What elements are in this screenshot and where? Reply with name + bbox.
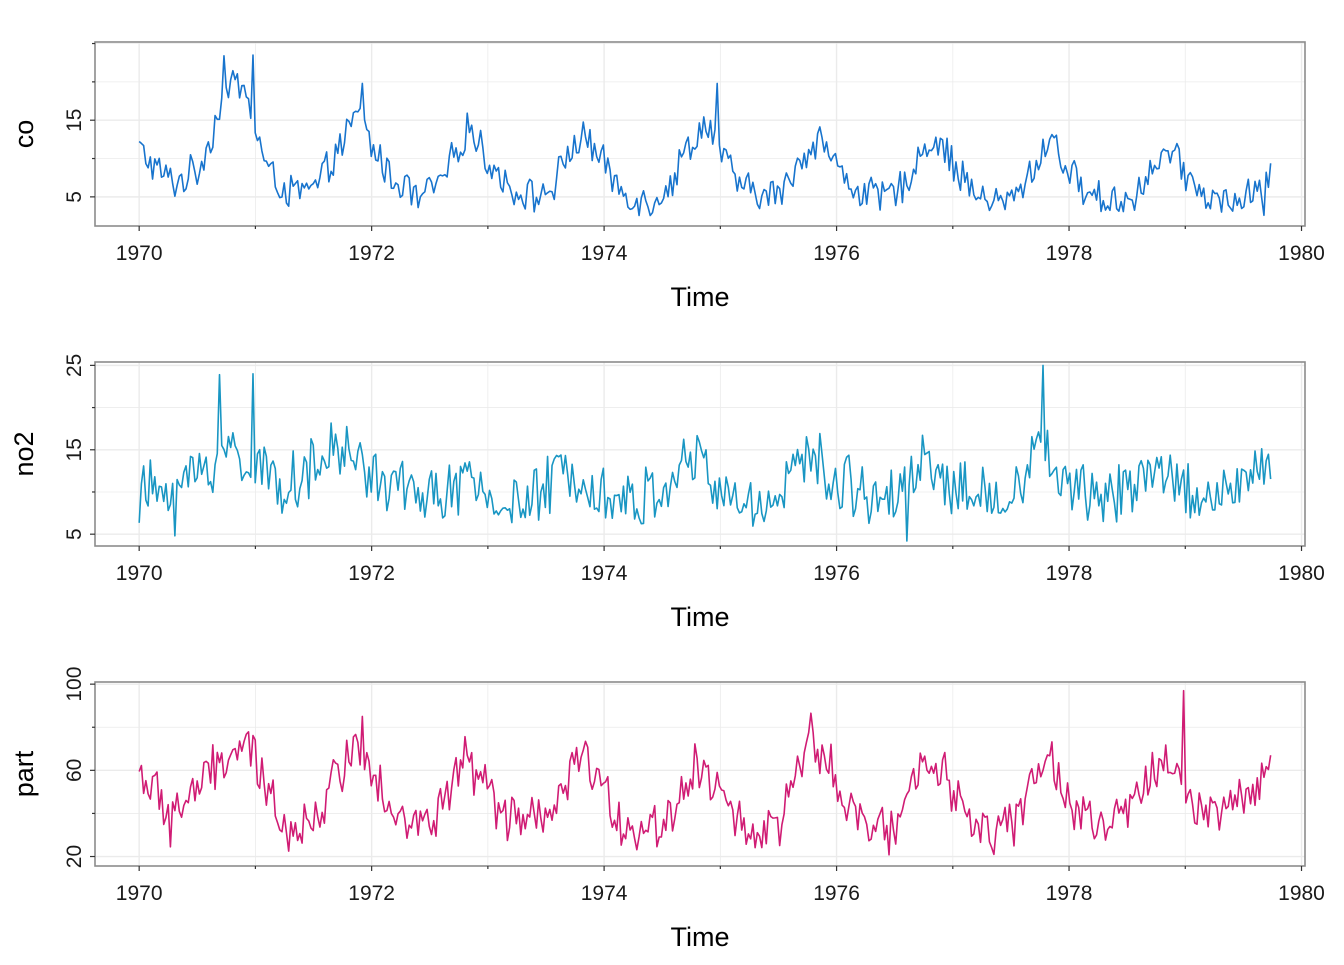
x-tick-label: 1976	[813, 562, 860, 585]
x-tick-label: 1970	[116, 242, 163, 265]
y-tick-label: 25	[63, 354, 86, 377]
y-tick-label: 100	[63, 667, 86, 702]
x-tick-label: 1978	[1046, 242, 1093, 265]
x-tick-label: 1974	[581, 242, 628, 265]
series-line-no2	[138, 364, 1272, 542]
y-tick-label: 5	[63, 191, 86, 203]
plot-background	[95, 42, 1305, 226]
panel-border	[94, 681, 1306, 867]
y-axis-title: co	[9, 120, 39, 149]
x-tick-label: 1976	[813, 882, 860, 905]
x-tick-label: 1970	[116, 562, 163, 585]
plot-background	[95, 682, 1305, 866]
y-tick-label: 15	[63, 109, 86, 132]
panel-co: 1970 1972 1974 1976 1978 1980 5 15 Time co	[9, 41, 1325, 312]
x-tick-label: 1980	[1278, 882, 1325, 905]
y-tick-label: 15	[63, 438, 86, 461]
x-axis-title: Time	[671, 602, 730, 632]
x-tick-label: 1980	[1278, 242, 1325, 265]
series-line-part	[138, 689, 1272, 856]
x-tick-label: 1974	[581, 562, 628, 585]
x-tick-label: 1976	[813, 242, 860, 265]
x-tick-label: 1974	[581, 882, 628, 905]
x-tick-label: 1972	[348, 882, 395, 905]
panel-no2: 1970 1972 1974 1976 1978 1980 5 15 25 Time no2	[9, 354, 1325, 632]
x-axis-title: Time	[671, 922, 730, 952]
x-tick-label: 1972	[348, 242, 395, 265]
plot-background	[95, 362, 1305, 546]
x-tick-label: 1978	[1046, 562, 1093, 585]
panel-part: 1970 1972 1974 1976 1978 1980 20 60 100 Time part	[9, 667, 1325, 952]
panel-border	[94, 361, 1306, 547]
panel-border	[94, 41, 1306, 227]
y-tick-label: 60	[63, 759, 86, 782]
x-tick-label: 1970	[116, 882, 163, 905]
x-tick-label: 1972	[348, 562, 395, 585]
y-axis-title: part	[9, 750, 39, 797]
series-line-co	[138, 54, 1272, 217]
y-tick-label: 5	[63, 528, 86, 540]
y-tick-label: 20	[63, 845, 86, 868]
x-axis-title: Time	[671, 282, 730, 312]
y-axis-title: no2	[9, 431, 39, 476]
x-tick-label: 1978	[1046, 882, 1093, 905]
x-tick-label: 1980	[1278, 562, 1325, 585]
